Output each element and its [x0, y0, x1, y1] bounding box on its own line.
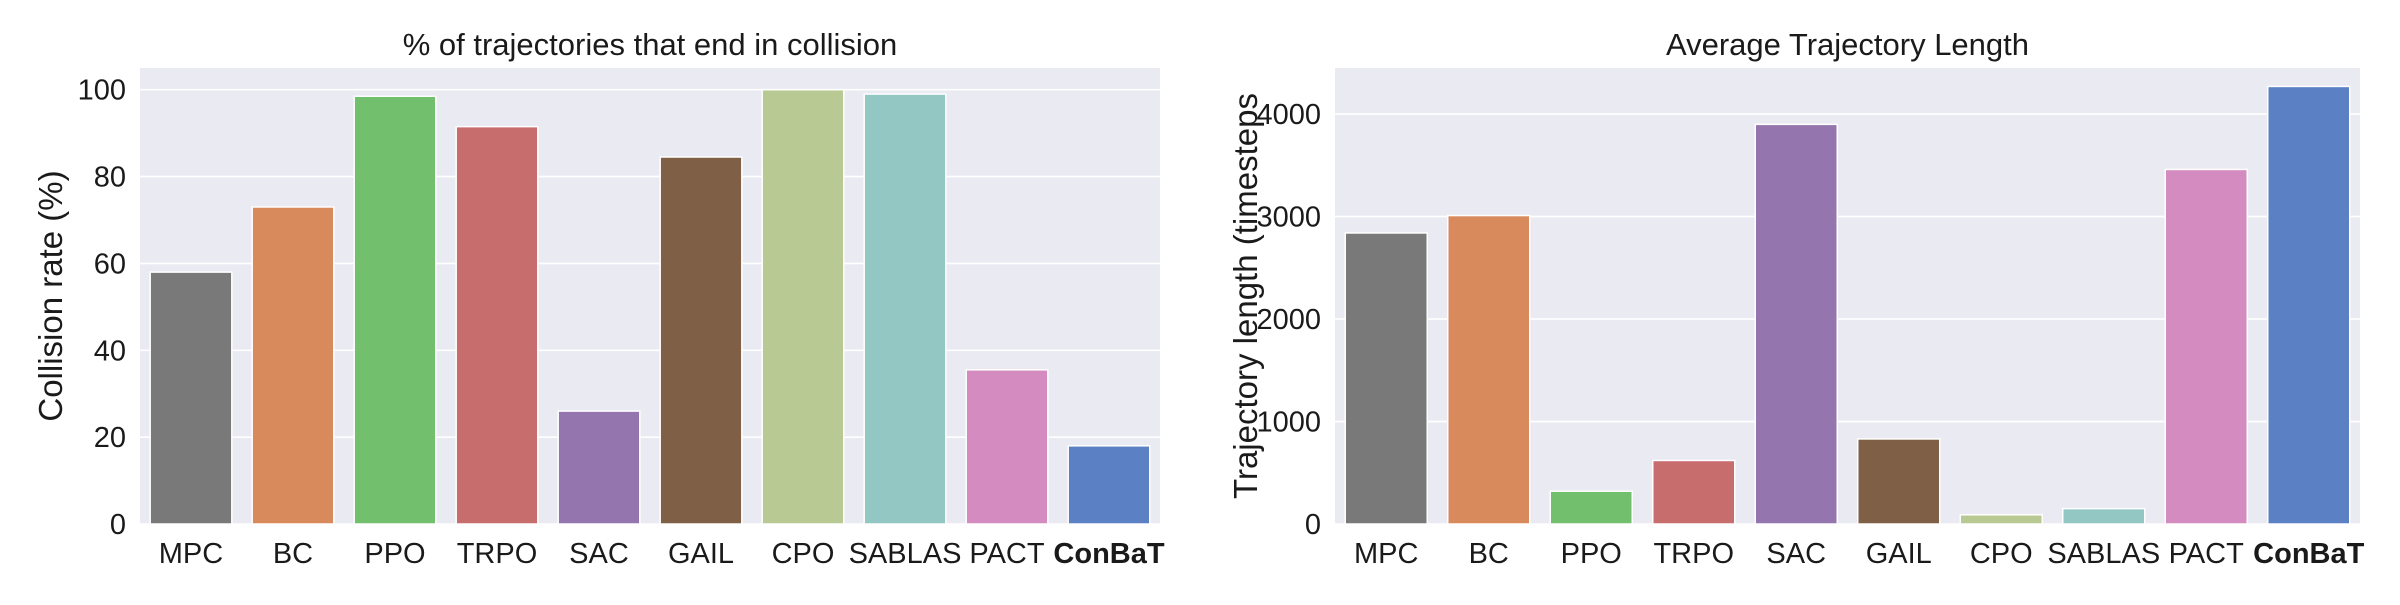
bar-conbat — [2267, 85, 2351, 525]
x-tick-label: GAIL — [1866, 538, 1932, 570]
bar-sablas — [863, 93, 947, 525]
bar-pact — [2164, 168, 2248, 525]
bar-ppo — [1549, 490, 1633, 525]
bar-bc — [251, 206, 335, 525]
y-tick-label: 3000 — [1256, 202, 1321, 234]
x-tick-label: CPO — [1970, 538, 2033, 570]
y-tick-label: 80 — [94, 162, 126, 194]
y-tick-label: 20 — [94, 422, 126, 454]
chart-title: Average Trajectory Length — [1666, 27, 2029, 62]
bar-sablas — [2062, 507, 2146, 525]
bar-cpo — [1959, 514, 2043, 525]
y-tick-label: 0 — [110, 509, 126, 541]
x-tick-label: PPO — [1561, 538, 1622, 570]
y-tick-label: 60 — [94, 248, 126, 280]
x-tick-label: TRPO — [1653, 538, 1734, 570]
x-tick-label: PPO — [364, 538, 425, 570]
x-tick-label: CPO — [772, 538, 835, 570]
x-tick-label: PACT — [2169, 538, 2244, 570]
x-tick-label: SABLAS — [849, 538, 962, 570]
y-axis-label: Collision rate (%) — [32, 170, 69, 421]
y-tick-label: 100 — [78, 75, 126, 107]
y-tick-label: 1000 — [1256, 407, 1321, 439]
bar-conbat — [1067, 445, 1151, 525]
bar-mpc — [149, 271, 233, 525]
x-tick-label: MPC — [159, 538, 223, 570]
bar-gail — [1857, 438, 1941, 525]
x-tick-label: ConBaT — [1053, 538, 1164, 570]
x-tick-label: ConBaT — [2253, 538, 2364, 570]
x-tick-label: TRPO — [457, 538, 538, 570]
x-tick-label: SAC — [569, 538, 629, 570]
bar-cpo — [761, 88, 845, 525]
x-tick-label: SABLAS — [2047, 538, 2160, 570]
chart-title: % of trajectories that end in collision — [403, 27, 898, 62]
bar-pact — [965, 369, 1049, 525]
bar-trpo — [455, 125, 539, 525]
x-tick-label: BC — [273, 538, 313, 570]
y-tick-label: 4000 — [1256, 99, 1321, 131]
x-tick-label: GAIL — [668, 538, 734, 570]
bar-sac — [1754, 123, 1838, 525]
x-tick-label: PACT — [969, 538, 1044, 570]
bar-bc — [1447, 214, 1531, 525]
y-tick-label: 0 — [1305, 509, 1321, 541]
chart-collision-rate: 0 20 40 60 80 100 MPC BC PPO TRPO SAC GAIL CPO SABLAS… — [32, 27, 1165, 570]
y-tick-label: 40 — [94, 335, 126, 367]
bar-sac — [557, 410, 641, 525]
y-axis-label: Trajectory length (timesteps — [1227, 93, 1264, 499]
bar-ppo — [353, 95, 437, 525]
bar-gail — [659, 156, 743, 525]
x-tick-label: BC — [1469, 538, 1509, 570]
x-tick-label: MPC — [1354, 538, 1418, 570]
x-tick-label: SAC — [1766, 538, 1826, 570]
bar-trpo — [1652, 459, 1736, 525]
y-tick-label: 2000 — [1256, 304, 1321, 336]
chart-trajectory-length: 0 1000 2000 3000 4000 MPC BC PPO TRPO SAC GAIL CPO S… — [1227, 27, 2365, 570]
bar-mpc — [1344, 232, 1428, 525]
